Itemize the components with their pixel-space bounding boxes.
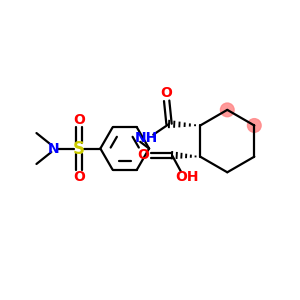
Circle shape (220, 103, 234, 117)
Text: OH: OH (175, 170, 199, 184)
Text: O: O (137, 148, 149, 162)
Text: O: O (73, 113, 85, 127)
Circle shape (248, 118, 261, 132)
Text: S: S (73, 140, 85, 158)
Text: O: O (161, 86, 172, 100)
Text: N: N (48, 142, 59, 155)
Text: O: O (73, 170, 85, 184)
Text: NH: NH (135, 131, 158, 145)
